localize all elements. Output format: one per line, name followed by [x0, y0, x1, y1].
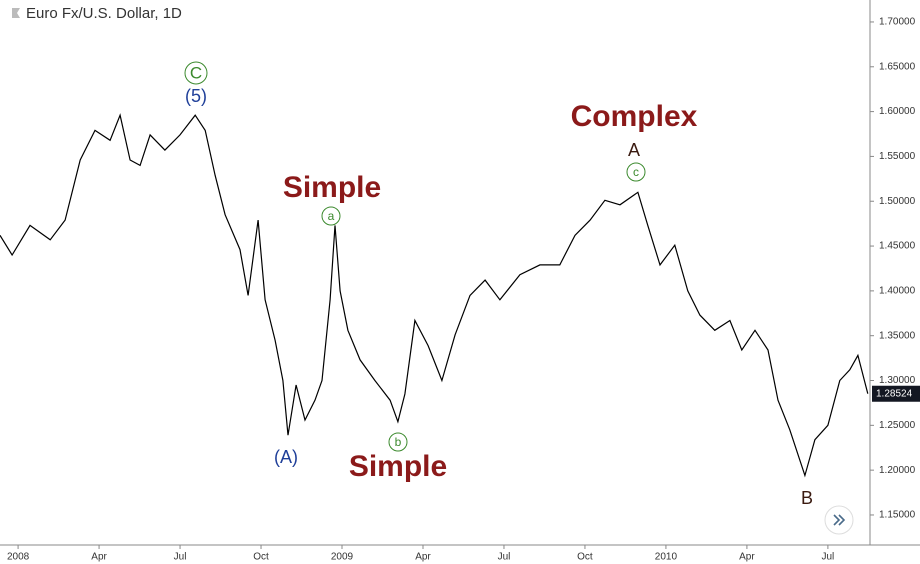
y-tick-label: 1.15000 — [879, 510, 916, 521]
y-tick-label: 1.40000 — [879, 286, 916, 297]
last-price-tag — [872, 385, 920, 402]
scroll-button[interactable] — [824, 505, 854, 535]
x-tick-label: Apr — [415, 552, 431, 563]
y-tick-label: 1.20000 — [879, 465, 916, 476]
wave-label: Complex — [571, 100, 698, 133]
wave-label: c — [633, 165, 639, 179]
flag-icon — [12, 8, 20, 18]
y-tick-label: 1.25000 — [879, 420, 916, 431]
x-tick-label: Jul — [498, 552, 511, 563]
wave-circle — [321, 206, 341, 226]
wave-label: (A) — [274, 447, 298, 467]
x-tick-label: Apr — [739, 552, 755, 563]
y-tick-label: 1.60000 — [879, 106, 916, 117]
y-tick-label: 1.35000 — [879, 330, 916, 341]
wave-label: B — [801, 488, 813, 508]
wave-label: Simple — [283, 171, 381, 204]
wave-label: (5) — [185, 86, 207, 106]
wave-label: b — [395, 435, 402, 449]
y-tick-label: 1.70000 — [879, 17, 916, 28]
button-icon[interactable] — [833, 514, 846, 526]
wave-label: A — [628, 140, 640, 160]
x-tick-label: Apr — [91, 552, 107, 563]
chart-title: Euro Fx/U.S. Dollar, 1D — [26, 5, 182, 22]
wave-circle — [184, 61, 208, 85]
price-line — [0, 113, 869, 478]
wave-circle — [626, 162, 646, 182]
wave-label: a — [328, 209, 335, 223]
y-tick-label: 1.65000 — [879, 61, 916, 72]
x-tick-label: 2010 — [655, 552, 678, 563]
x-tick-label: Jul — [174, 552, 187, 563]
last-price-label: 1.28524 — [876, 388, 913, 399]
y-tick-label: 1.55000 — [879, 151, 916, 162]
x-tick-label: 2009 — [331, 552, 354, 563]
x-tick-label: Jul — [821, 552, 834, 563]
y-tick-label: 1.50000 — [879, 196, 916, 207]
x-tick-label: Oct — [577, 552, 593, 563]
y-tick-label: 1.45000 — [879, 241, 916, 252]
y-tick-label: 1.30000 — [879, 375, 916, 386]
wave-circle — [388, 432, 408, 452]
wave-label: Simple — [349, 450, 447, 483]
x-tick-label: Oct — [253, 552, 269, 563]
x-tick-label: 2008 — [7, 552, 30, 563]
wave-label: C — [190, 63, 202, 82]
